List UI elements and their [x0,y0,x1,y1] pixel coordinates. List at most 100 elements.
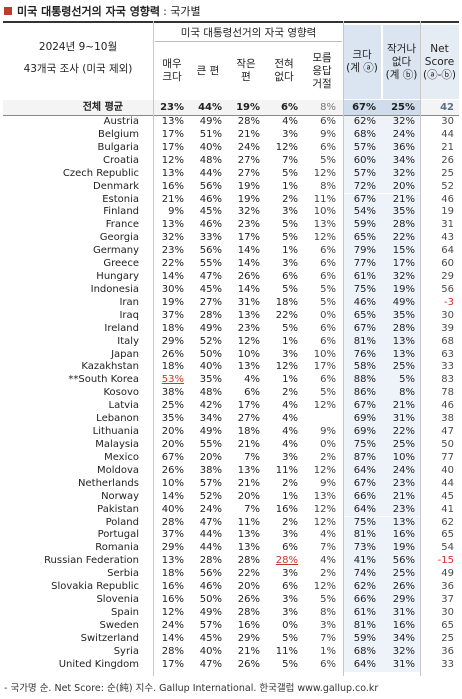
cell-value-col-1: 49% [199,426,222,438]
cell-value-col-1: 20% [199,451,222,463]
cell-value-col-0: 16% [161,581,184,593]
cell-value-col-7: -3 [444,296,454,308]
cell-value-col-6: 13% [392,516,415,528]
cell-value-col-6: 24% [392,464,415,476]
cell-value-col-7: 46 [441,193,454,205]
cell-value-col-3: 3% [282,451,298,463]
cell-value-col-1: 28% [199,309,222,321]
cell-value-col-0: 17% [161,658,184,670]
cell-value-col-6: 20% [392,180,415,192]
cell-value-col-4: 2% [320,568,336,580]
cell-value-col-4: 7% [320,542,336,554]
cell-value-col-5: 73% [353,542,376,554]
cell-value-col-5: 88% [353,374,376,386]
cell-value-col-5: 54% [353,206,376,218]
cell-value-col-3: 1% [282,335,298,347]
summary-band [343,568,420,582]
table-header: 2024년 9~10월 43개국 조사 (미국 제외) 미국 대통령선거의 자국… [3,21,459,102]
table-row: Greece 22% 55% 14% 3% 6% 77% 17% 60 [3,258,459,271]
cell-value-col-6: 15% [392,245,415,257]
summary-band [343,606,420,620]
cell-value-col-3: 3% [282,568,298,580]
cell-value-col-4: 9% [320,128,336,140]
cell-value-col-7: 43 [441,232,454,244]
cell-value-col-5: 81% [353,335,376,347]
summary-band [343,309,420,323]
cell-value-col-4: 12% [313,400,336,412]
cell-value-col-6: 17% [392,258,415,270]
cell-value-col-0: 40% [161,503,184,515]
country-label: Kazakhstan [81,361,139,373]
cell-value-col-0: 29% [161,335,184,347]
cell-value-col-0: 23% [160,102,184,113]
country-label: Serbia [107,568,139,580]
summary-band [343,477,420,491]
cell-value-col-2: 32% [237,206,260,218]
cell-value-col-3: 3% [282,529,298,541]
cell-value-col-7: 54 [441,542,454,554]
summary-band [343,387,420,401]
cell-value-col-0: 13% [161,116,184,127]
country-label: Georgia [99,232,139,244]
cell-value-col-6: 32% [392,271,415,283]
cell-value-col-7: 38 [441,413,454,425]
cell-value-col-2: 29% [237,632,260,644]
cell-value-col-4: 12% [313,503,336,515]
cell-value-col-4: 0% [320,309,336,321]
country-label: Italy [117,335,139,347]
cell-value-col-5: 65% [353,232,376,244]
cell-value-col-6: 22% [392,426,415,438]
cell-value-col-7: 40 [441,464,454,476]
cell-value-col-0: 10% [161,477,184,489]
cell-value-col-1: 40% [199,141,222,153]
cell-value-col-5: 66% [353,490,376,502]
cell-value-col-4: 5% [320,387,336,399]
cell-value-col-2: 26% [237,271,260,283]
cell-value-col-7: 39 [441,322,454,334]
cell-value-col-5: 87% [353,451,376,463]
cell-value-col-4: 2% [320,451,336,463]
table-row: Slovenia 16% 50% 26% 3% 5% 66% 29% 37 [3,594,459,607]
country-label: Malaysia [95,439,139,450]
country-label: Iraq [119,309,139,321]
table-row: Malaysia 20% 55% 21% 4% 0% 75% 25% 50 [3,439,459,452]
cell-value-col-3: 4% [282,116,298,127]
cell-value-col-1: 27% [199,296,222,308]
cell-value-col-1: 24% [199,503,222,515]
cell-value-col-2: 26% [237,658,260,670]
cell-value-col-0: 13% [161,219,184,231]
country-label: Poland [105,516,139,528]
summary-band [343,258,420,271]
cell-value-col-3: 5% [282,658,298,670]
cell-value-col-4: 4% [320,529,336,541]
title-marker-icon [4,7,12,15]
cell-value-col-5: 67% [353,322,376,334]
cell-value-col-0: 35% [161,413,184,425]
cell-value-col-0: 16% [161,594,184,606]
cell-value-col-5: 57% [353,141,376,153]
cell-value-col-6: 10% [392,451,415,463]
cell-value-col-6: 56% [392,555,415,567]
cell-value-col-2: 19% [237,193,260,205]
cell-value-col-4: 6% [320,374,336,386]
cell-value-col-7: 49 [441,568,454,580]
cell-value-col-4: 12% [313,232,336,244]
cell-value-col-5: 65% [353,309,376,321]
cell-value-col-1: 55% [199,439,222,450]
cell-value-col-0: 17% [161,128,184,140]
cell-value-col-0: 22% [161,258,184,270]
table-row: France 13% 46% 23% 5% 13% 59% 28% 31 [3,219,459,233]
chart-title: 미국 대통령선거의 자국 영향력 [17,5,161,18]
country-label: Czech Republic [62,167,139,179]
country-label: Lithuania [92,426,139,438]
cell-value-col-5: 66% [353,594,376,606]
cell-value-col-3: 22% [275,309,298,321]
cell-value-col-6: 32% [392,167,415,179]
cell-value-col-4: 11% [313,193,336,205]
cell-value-col-1: 44% [198,102,222,113]
cell-value-col-4: 5% [320,296,336,308]
cell-value-col-2: 14% [237,258,260,270]
summary-band [343,245,420,259]
cell-value-col-2: 13% [237,309,260,321]
column-header-6: 작거나 없다 (계 ⓑ) [383,25,420,99]
